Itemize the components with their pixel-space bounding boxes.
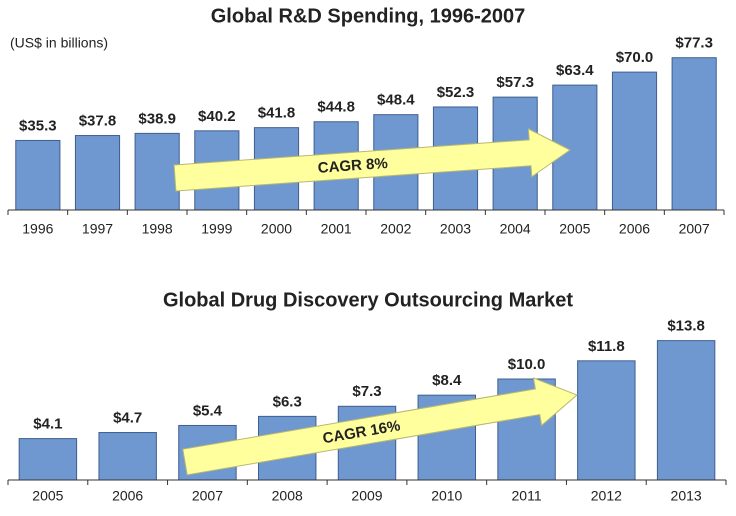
value-label: $52.3 bbox=[437, 84, 475, 101]
value-label: $70.0 bbox=[616, 49, 654, 66]
cagr-arrow: CAGR 8% bbox=[173, 128, 571, 192]
bar bbox=[577, 360, 636, 481]
value-label: $44.8 bbox=[317, 99, 355, 116]
value-label: $40.2 bbox=[198, 108, 236, 125]
value-label: $57.3 bbox=[496, 74, 534, 91]
x-tick-label: 2011 bbox=[512, 488, 542, 504]
bar bbox=[134, 132, 180, 211]
value-label: $41.8 bbox=[258, 105, 296, 122]
bar bbox=[611, 71, 658, 211]
value-label: $5.4 bbox=[193, 402, 223, 419]
arrow-shape bbox=[182, 377, 578, 476]
value-label: $37.8 bbox=[79, 113, 117, 130]
x-tick-label: 2003 bbox=[440, 221, 471, 237]
annotation: CAGR 8% bbox=[317, 155, 388, 177]
bar bbox=[15, 139, 61, 211]
x-tick-label: 2009 bbox=[351, 488, 382, 504]
value-label: $35.3 bbox=[19, 117, 57, 134]
value-label: $38.9 bbox=[138, 110, 176, 127]
value-label: $4.1 bbox=[33, 416, 62, 433]
bar bbox=[98, 432, 157, 481]
x-tick-label: 1997 bbox=[82, 221, 113, 237]
value-label: $77.3 bbox=[675, 35, 713, 52]
bar bbox=[18, 438, 78, 481]
x-tick-label: 2013 bbox=[671, 488, 702, 504]
value-label: $8.4 bbox=[432, 372, 462, 389]
value-label: $10.0 bbox=[508, 356, 546, 373]
x-tick-label: 2005 bbox=[32, 488, 63, 504]
x-tick-label: 2000 bbox=[261, 221, 292, 237]
chart-subtitle: (US$ in billions) bbox=[10, 35, 108, 51]
value-label: $4.7 bbox=[113, 409, 142, 426]
x-tick-label: 1998 bbox=[142, 221, 173, 237]
x-tick-label: 2002 bbox=[380, 221, 411, 237]
x-tick-label: 2010 bbox=[431, 488, 462, 504]
chart-title: Global R&D Spending, 1996-2007 bbox=[211, 5, 526, 27]
bar bbox=[671, 57, 717, 211]
x-tick-label: 2008 bbox=[272, 488, 303, 504]
x-tick-label: 2006 bbox=[112, 488, 143, 504]
x-tick-label: 2007 bbox=[679, 221, 710, 237]
x-tick-label: 1996 bbox=[22, 221, 53, 237]
value-label: $7.3 bbox=[352, 383, 381, 400]
bar bbox=[656, 340, 716, 481]
chart-title: Global Drug Discovery Outsourcing Market bbox=[163, 289, 573, 311]
value-label: $11.8 bbox=[588, 338, 625, 355]
x-tick-label: 2006 bbox=[619, 221, 650, 237]
value-label: $6.3 bbox=[273, 393, 302, 410]
x-tick-label: 2005 bbox=[559, 221, 590, 237]
x-tick-label: 1999 bbox=[201, 221, 232, 237]
value-label: $13.8 bbox=[667, 318, 705, 335]
arrow-shape bbox=[173, 128, 571, 192]
x-tick-label: 2001 bbox=[321, 221, 352, 237]
x-tick-label: 2004 bbox=[500, 221, 531, 237]
bar bbox=[74, 135, 121, 211]
x-tick-label: 2007 bbox=[192, 488, 223, 504]
x-tick-label: 2012 bbox=[591, 488, 622, 504]
value-label: $63.4 bbox=[556, 62, 594, 79]
value-label: $48.4 bbox=[377, 92, 415, 109]
